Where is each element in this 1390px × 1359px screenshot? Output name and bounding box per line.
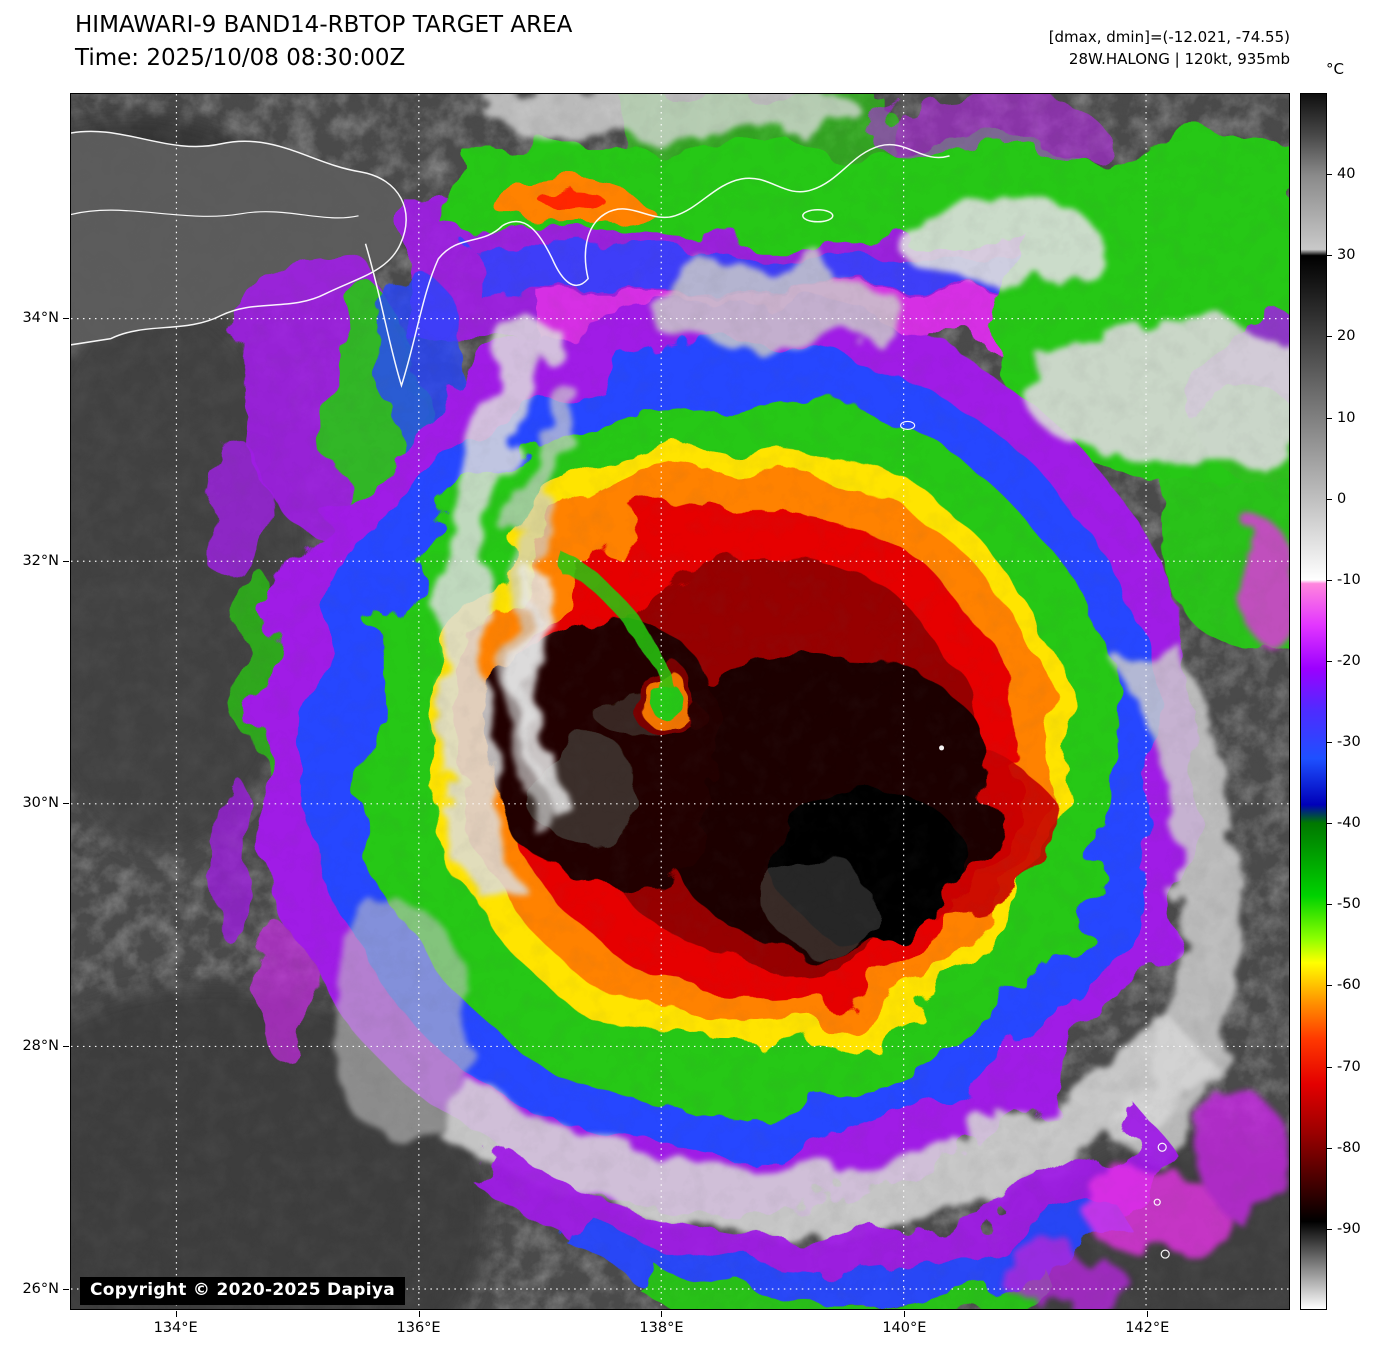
colorbar-tick-mark — [1327, 498, 1332, 500]
lon-tick-label: 140°E — [882, 1320, 927, 1336]
lon-tick-mark — [418, 1311, 420, 1317]
colorbar-tick-label: -90 — [1337, 1220, 1361, 1237]
colorbar-tick-label: -10 — [1337, 571, 1361, 588]
colorbar-gradient — [1300, 93, 1327, 1310]
colorbar-tick-label: 30 — [1337, 247, 1356, 264]
lat-tick-label: 30°N — [22, 795, 59, 812]
grid-lines — [71, 94, 1289, 1309]
satellite-image — [71, 94, 1289, 1309]
lat-tick-mark — [63, 1289, 69, 1291]
lat-tick-label: 32°N — [22, 552, 59, 569]
colorbar-tick-label: 20 — [1337, 328, 1356, 345]
storm-info-label: 28W.HALONG | 120kt, 935mb — [1068, 50, 1290, 68]
dmax-dmin-label: [dmax, dmin]=(-12.021, -74.55) — [1048, 28, 1290, 46]
lat-tick-mark — [63, 1046, 69, 1048]
colorbar-tick-label: 10 — [1337, 409, 1356, 426]
lon-tick-label: 138°E — [639, 1320, 684, 1336]
colorbar-tick-label: -20 — [1337, 652, 1361, 669]
lat-tick-label: 26°N — [22, 1281, 59, 1298]
texture-overlay — [71, 94, 1289, 1309]
colorbar-tick-label: 40 — [1337, 166, 1356, 183]
colorbar: 40 30 20 10 0 -10 -20 -30 -40 -50 -60 -70 -80 -90 — [1300, 93, 1390, 1310]
colorbar-unit-label: °C — [1326, 60, 1344, 78]
lon-tick-label: 134°E — [153, 1320, 198, 1336]
lat-tick-label: 34°N — [22, 309, 59, 326]
colorbar-tick-mark — [1327, 1147, 1332, 1149]
lon-tick-label: 142°E — [1125, 1320, 1170, 1336]
colorbar-tick-label: 0 — [1337, 490, 1347, 507]
colorbar-tick-mark — [1327, 417, 1332, 419]
colorbar-tick-mark — [1327, 336, 1332, 338]
lat-axis: 34°N 32°N 30°N 28°N 26°N — [0, 93, 70, 1310]
copyright-badge: Copyright © 2020-2025 Dapiya — [80, 1277, 405, 1305]
colorbar-tick-mark — [1327, 174, 1332, 176]
colorbar-tick-mark — [1327, 985, 1332, 987]
colorbar-tick-mark — [1327, 742, 1332, 744]
lon-tick-label: 136°E — [396, 1320, 441, 1336]
colorbar-tick-label: -50 — [1337, 896, 1361, 913]
page-title: HIMAWARI-9 BAND14-RBTOP TARGET AREA — [75, 12, 573, 38]
lat-tick-mark — [63, 803, 69, 805]
lat-tick-label: 28°N — [22, 1038, 59, 1055]
lat-tick-mark — [63, 560, 69, 562]
lon-tick-mark — [175, 1311, 177, 1317]
lon-tick-mark — [1147, 1311, 1149, 1317]
header-stats: [dmax, dmin]=(-12.021, -74.55) 28W.HALON… — [1049, 26, 1290, 70]
colorbar-tick-mark — [1327, 660, 1332, 662]
colorbar-tick-mark — [1327, 1066, 1332, 1068]
satellite-map: Copyright © 2020-2025 Dapiya — [70, 93, 1290, 1310]
lon-tick-mark — [904, 1311, 906, 1317]
lon-tick-mark — [661, 1311, 663, 1317]
colorbar-tick-mark — [1327, 1228, 1332, 1230]
colorbar-tick-label: -40 — [1337, 815, 1361, 832]
colorbar-tick-label: -60 — [1337, 977, 1361, 994]
coastlines — [71, 130, 1170, 1259]
colorbar-tick-label: -70 — [1337, 1058, 1361, 1075]
lat-tick-mark — [63, 317, 69, 319]
colorbar-tick-label: -30 — [1337, 734, 1361, 751]
time-label: Time: 2025/10/08 08:30:00Z — [75, 45, 406, 71]
colorbar-tick-label: -80 — [1337, 1139, 1361, 1156]
lon-axis: 134°E 136°E 138°E 140°E 142°E — [70, 1311, 1290, 1353]
colorbar-tick-mark — [1327, 255, 1332, 257]
colorbar-tick-mark — [1327, 579, 1332, 581]
colorbar-tick-mark — [1327, 904, 1332, 906]
colorbar-tick-mark — [1327, 823, 1332, 825]
